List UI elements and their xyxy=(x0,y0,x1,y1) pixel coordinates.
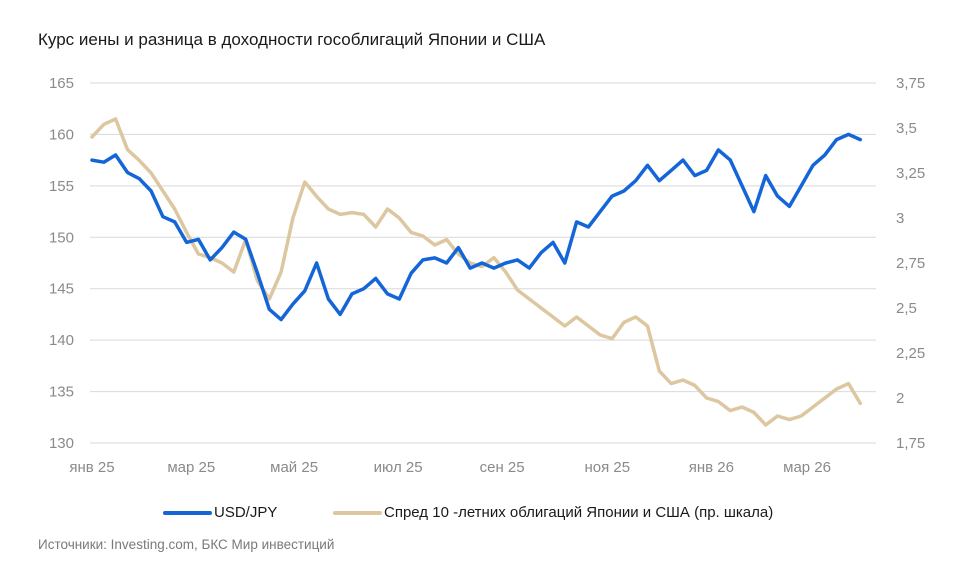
series-lines xyxy=(90,117,863,427)
x-tick-label: янв 25 xyxy=(69,459,114,476)
x-tick-label: май 25 xyxy=(270,459,318,476)
right-tick-label: 3,75 xyxy=(896,75,925,92)
right-tick-label: 2,25 xyxy=(896,345,925,362)
left-tick-label: 155 xyxy=(49,178,74,195)
x-tick-label: мар 25 xyxy=(167,459,215,476)
legend-label-usdjpy: USD/JPY xyxy=(214,504,278,521)
left-tick-label: 145 xyxy=(49,281,74,298)
x-tick-label: сен 25 xyxy=(480,459,525,476)
legend-item-usdjpy: USD/JPY xyxy=(163,504,277,521)
series-line-spread xyxy=(90,117,863,427)
right-axis-ticks: 3,75 3,5 3,25 3 2,75 2,5 2,25 2 1,75 xyxy=(896,75,925,452)
right-tick-label: 1,75 xyxy=(896,435,925,452)
legend-swatch-spread xyxy=(333,510,382,515)
x-tick-label: июл 25 xyxy=(374,459,423,476)
legend-swatch-usdjpy xyxy=(163,510,212,515)
right-tick-label: 3 xyxy=(896,210,904,227)
gridlines xyxy=(90,82,876,444)
right-tick-label: 3,25 xyxy=(896,165,925,182)
right-tick-label: 2 xyxy=(896,390,904,407)
source-note: Источники: Investing.com, БКС Мир инвест… xyxy=(38,537,335,552)
series-line-usdjpy xyxy=(90,132,863,322)
left-tick-label: 165 xyxy=(49,75,74,92)
chart-title: Курс иены и разница в доходности гособли… xyxy=(38,30,546,49)
x-tick-label: мар 26 xyxy=(783,459,831,476)
left-tick-label: 135 xyxy=(49,384,74,401)
right-tick-label: 2,75 xyxy=(896,255,925,272)
x-axis-ticks: янв 25 мар 25 май 25 июл 25 сен 25 ноя 25 янв … xyxy=(69,459,831,476)
right-tick-label: 2,5 xyxy=(896,300,917,317)
right-tick-label: 3,5 xyxy=(896,120,917,137)
x-tick-label: янв 26 xyxy=(689,459,734,476)
left-tick-label: 150 xyxy=(49,229,74,246)
left-tick-label: 130 xyxy=(49,435,74,452)
left-axis-ticks: 165 160 155 150 145 140 135 130 xyxy=(49,75,74,452)
legend-label-spread: Спред 10 -летних облигаций Японии и США … xyxy=(384,504,774,521)
left-tick-label: 160 xyxy=(49,126,74,143)
left-tick-label: 140 xyxy=(49,332,74,349)
x-tick-label: ноя 25 xyxy=(585,459,631,476)
legend-item-spread: Спред 10 -летних облигаций Японии и США … xyxy=(333,504,773,521)
